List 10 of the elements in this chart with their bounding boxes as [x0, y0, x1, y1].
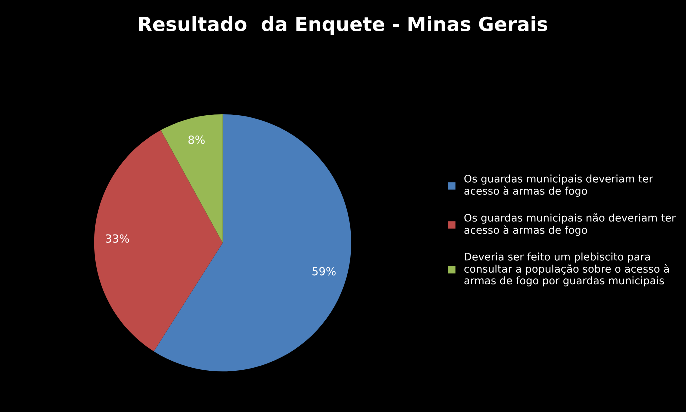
- legend-label: Os guardas municipais deveriam ter acesso à armas de fogo: [464, 174, 654, 198]
- data-label: 33%: [106, 234, 130, 243]
- pie-slice: [94, 130, 223, 352]
- legend-label: Deveria ser feito um plebiscito para consultar a população sobre o acesso à armas de fogo por guardas municipais: [464, 252, 670, 287]
- chart-title: Resultado da Enquete - Minas Gerais: [139, 16, 548, 36]
- pie-slice: [161, 114, 223, 244]
- data-label: 59%: [312, 267, 336, 276]
- data-label: 8%: [188, 136, 205, 144]
- legend-label: Os guardas municipais não deveriam ter acesso à armas de fogo: [464, 214, 676, 236]
- pie-slice: [154, 114, 352, 372]
